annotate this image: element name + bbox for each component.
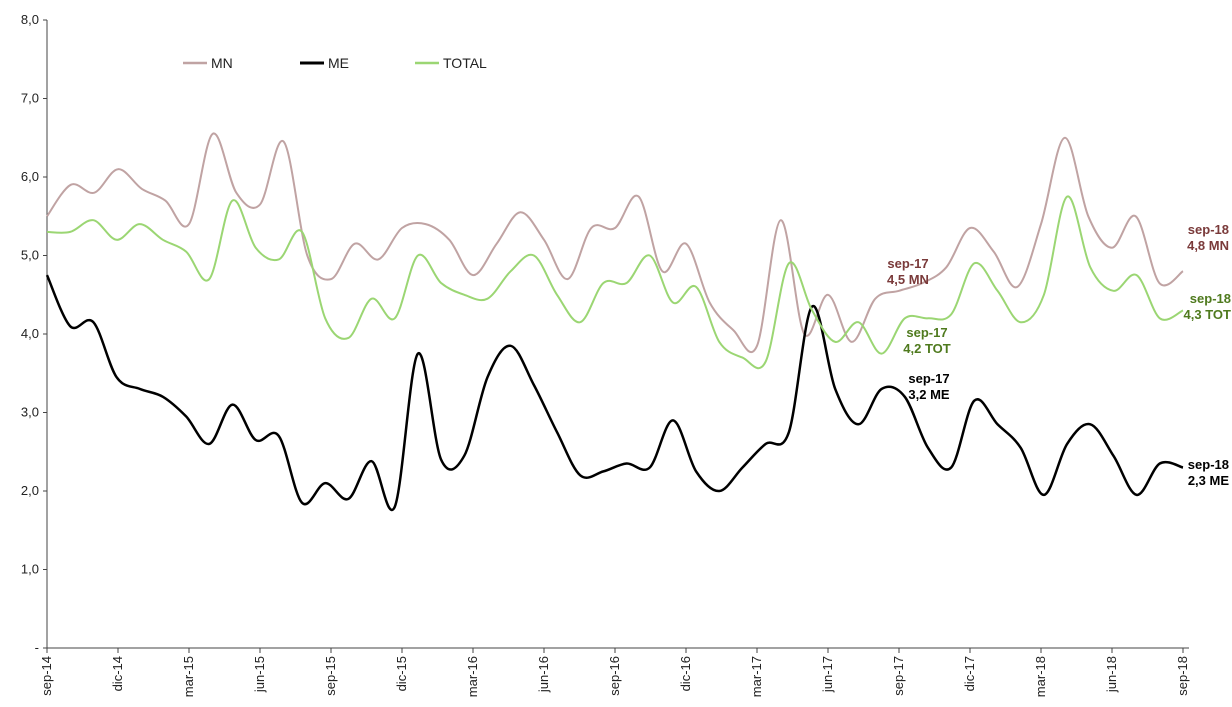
y-tick-label: 5,0 (21, 248, 39, 263)
annotation-tot-sep17-value: 4,2 TOT (903, 341, 951, 356)
x-tick-label: jun-16 (536, 656, 551, 693)
x-tick-label: dic-16 (678, 656, 693, 691)
x-tick-label: mar-16 (465, 656, 480, 697)
annotation-mn-sep17-date: sep-17 (887, 256, 928, 271)
x-tick-label: dic-15 (394, 656, 409, 691)
x-tick-label: dic-14 (110, 656, 125, 691)
y-tick-label: 7,0 (21, 91, 39, 106)
annotation-me-sep17-value: 3,2 ME (908, 387, 950, 402)
annotation-tot-sep18-value: 4,3 TOT (1184, 307, 1232, 322)
y-tick-label: 3,0 (21, 405, 39, 420)
series-line-mn (46, 132, 1184, 354)
x-tick-label: sep-18 (1175, 656, 1190, 696)
y-tick-label: 4,0 (21, 326, 39, 341)
x-tick-label: sep-16 (607, 656, 622, 696)
x-tick-label: sep-17 (891, 656, 906, 696)
x-axis-ticks: sep-14 dic-14 mar-15 jun-15 sep-15 dic-15 mar-… (39, 648, 1190, 697)
x-tick-label: sep-14 (39, 656, 54, 696)
series-line-total (46, 195, 1184, 370)
legend-label-mn: MN (211, 55, 233, 71)
annotation-mn-sep18-date: sep-18 (1188, 222, 1229, 237)
series-lines (45, 132, 1184, 512)
x-tick-label: mar-15 (181, 656, 196, 697)
annotation-tot-sep17-date: sep-17 (906, 325, 947, 340)
y-tick-label: 6,0 (21, 169, 39, 184)
y-axis-ticks: - 1,0 2,0 3,0 4,0 5,0 6,0 7,0 8,0 (21, 12, 47, 655)
annotation-mn-sep18-value: 4,8 MN (1187, 238, 1229, 253)
annotation-me-sep18-date: sep-18 (1188, 457, 1229, 472)
axes (46, 20, 1189, 649)
legend-label-me: ME (328, 55, 349, 71)
annotation-tot-sep18-date: sep-18 (1190, 291, 1231, 306)
x-tick-label: mar-18 (1033, 656, 1048, 697)
y-tick-label: 8,0 (21, 12, 39, 27)
legend: MN ME TOTAL (183, 55, 487, 71)
x-tick-label: mar-17 (749, 656, 764, 697)
y-tick-label: 2,0 (21, 483, 39, 498)
y-tick-label: - (35, 640, 39, 655)
legend-label-total: TOTAL (443, 55, 487, 71)
series-line-me (45, 274, 1184, 512)
x-tick-label: jun-18 (1104, 656, 1119, 693)
annotation-me-sep18-value: 2,3 ME (1188, 473, 1230, 488)
x-tick-label: dic-17 (962, 656, 977, 691)
annotation-mn-sep17-value: 4,5 MN (887, 272, 929, 287)
y-tick-label: 1,0 (21, 562, 39, 577)
x-tick-label: jun-17 (820, 656, 835, 693)
x-tick-label: sep-15 (323, 656, 338, 696)
annotation-me-sep17-date: sep-17 (908, 371, 949, 386)
x-tick-label: jun-15 (252, 656, 267, 693)
